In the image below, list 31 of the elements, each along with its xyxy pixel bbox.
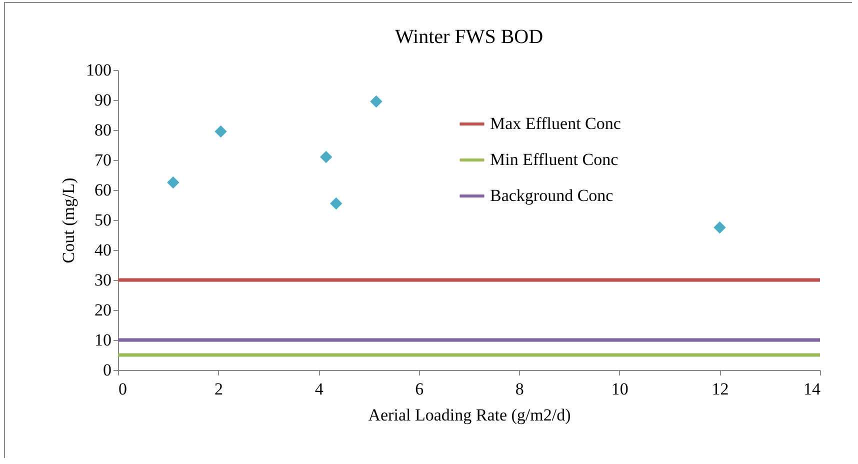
x-tick-label: 14: [804, 380, 821, 398]
y-tick-label: 0: [103, 360, 112, 380]
x-tick-label: 8: [515, 380, 524, 398]
legend-label: Background Conc: [490, 186, 614, 205]
y-tick-label: 30: [94, 270, 112, 290]
y-tick-label: 50: [94, 210, 112, 230]
y-tick-label: 100: [86, 60, 112, 80]
point: [214, 125, 227, 138]
y-tick-label: 10: [94, 330, 112, 350]
x-tick-label: 6: [415, 380, 424, 398]
x-axis-title: Aerial Loading Rate (g/m2/d): [368, 406, 571, 424]
point: [330, 197, 342, 210]
chart-title: Winter FWS BOD: [394, 26, 544, 48]
x-tick-label: 10: [611, 380, 628, 398]
x-tick-label: 4: [314, 380, 324, 398]
y-tick-label: 20: [94, 300, 112, 320]
legend-label: Max Effluent Conc: [490, 114, 622, 133]
point: [370, 95, 382, 108]
y-axis-title: Cout (mg/L): [59, 178, 78, 264]
point: [714, 221, 726, 234]
legend-label: Min Effluent Conc: [490, 150, 619, 169]
y-tick-label: 40: [94, 240, 112, 260]
x-tick-label: 12: [712, 380, 729, 398]
point: [167, 176, 180, 189]
y-tick-label: 80: [94, 120, 112, 140]
y-tick-label: 90: [94, 90, 112, 110]
x-tick-label: 2: [214, 380, 224, 398]
y-tick-label: 60: [94, 180, 112, 200]
y-tick-label: 70: [94, 150, 112, 170]
point: [320, 150, 332, 164]
x-tick-label: 0: [118, 380, 127, 398]
